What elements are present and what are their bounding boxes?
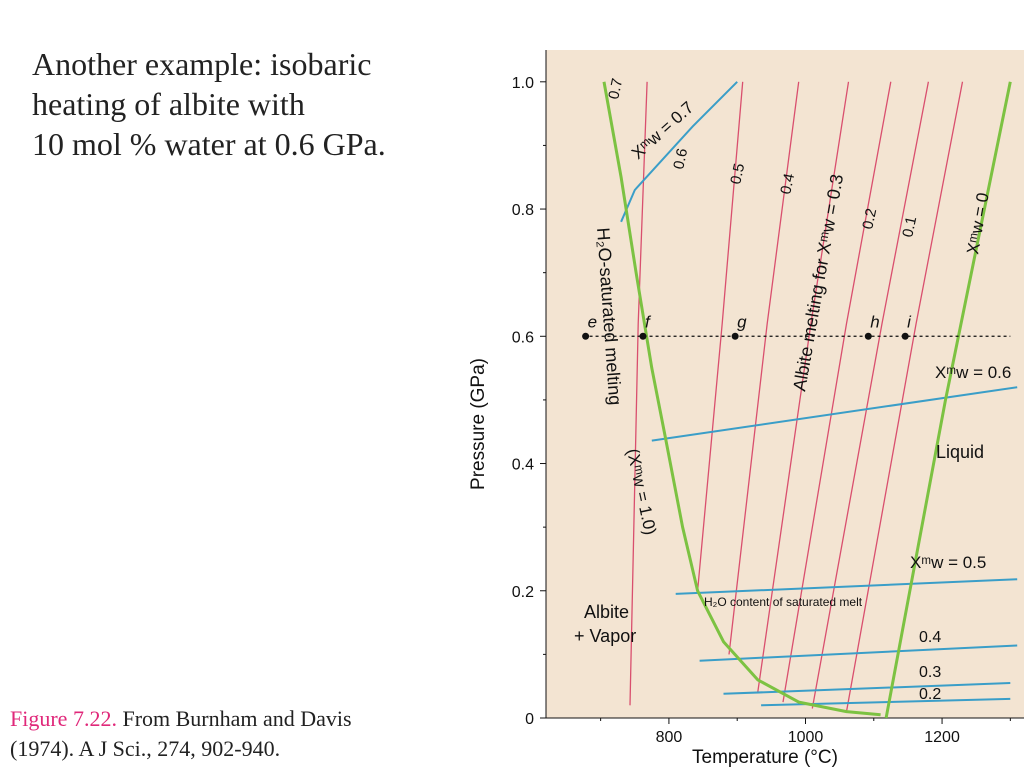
xw05-label: Xᵐw = 0.5 (910, 553, 986, 572)
dry-melting-curve (884, 81, 1012, 718)
plot-lines (582, 81, 1018, 718)
x-tick-label: 1200 (924, 729, 960, 746)
red-label-0.5: 0.5 (727, 162, 748, 186)
y-tick-label: 0.8 (512, 202, 534, 219)
blue-isopleth-0.3 (723, 682, 1011, 695)
point-g (731, 332, 739, 340)
title-line-2: heating of albite with (32, 86, 305, 122)
point-label-e: e (588, 312, 597, 331)
x-tick-label: 800 (656, 729, 683, 746)
y-tick-label: 0.2 (512, 584, 534, 601)
point-label-f: f (645, 312, 652, 331)
y-axis-label: Pressure (GPa) (468, 358, 489, 490)
y-tick-label: 0.4 (512, 457, 534, 474)
blue-label-0.4: 0.4 (919, 629, 941, 646)
xw06-label: Xᵐw = 0.6 (935, 363, 1011, 382)
red-label-0.7: 0.7 (605, 77, 626, 101)
caption-citation: (1974). A J Sci., 274, 902-940. (10, 736, 281, 761)
caption-source: From Burnham and Davis (116, 706, 352, 731)
y-tick-label: 0 (525, 711, 534, 728)
red-isopleth-0.2 (811, 81, 930, 709)
albite-label: Albite (584, 602, 629, 622)
title-line-3: 10 mol % water at 0.6 GPa. (32, 126, 386, 162)
h2o-saturated-solidus-curve (602, 81, 881, 717)
red-isopleth-0.3 (782, 81, 892, 703)
point-label-h: h (870, 312, 879, 331)
y-tick-label: 0.6 (512, 329, 534, 346)
blue-isopleth-0.7 (620, 81, 738, 223)
slide-title: Another example: isobaric heating of alb… (32, 44, 452, 164)
red-label-0.2: 0.2 (859, 207, 880, 231)
figure-caption: Figure 7.22. From Burnham and Davis (197… (10, 704, 450, 764)
liquid-label: Liquid (936, 442, 984, 462)
axes: 0 0.2 0.4 0.6 0.8 1.0 800 1000 1200 Temperature (… (468, 50, 1024, 768)
blue-isopleth-0.6 (651, 386, 1018, 442)
point-i (901, 332, 909, 340)
red-isopleth-0.5 (728, 81, 800, 655)
title-line-1: Another example: isobaric (32, 46, 372, 82)
point-f (639, 332, 647, 340)
x-tick-label: 1000 (788, 729, 824, 746)
caption-figure-number: Figure 7.22. (10, 706, 117, 731)
blue-isopleth-0.4 (699, 644, 1018, 662)
red-label-0.4: 0.4 (777, 172, 798, 196)
vapor-label: + Vapor (574, 626, 636, 646)
red-label-0.1: 0.1 (899, 215, 920, 239)
blue-label-0.2: 0.2 (919, 686, 941, 703)
point-e (582, 332, 590, 340)
point-h (864, 332, 872, 340)
h2o-content-label: H₂O content of saturated melt (704, 595, 863, 609)
plot-background (546, 50, 1024, 718)
x-axis-label: Temperature (°C) (692, 747, 838, 768)
red-isopleth-0.6 (696, 81, 744, 591)
point-label-i: i (907, 312, 912, 331)
red-isopleth-0.4 (757, 81, 850, 693)
blue-label-0.3: 0.3 (919, 664, 941, 681)
y-tick-label: 1.0 (512, 75, 534, 92)
blue-isopleth-0.5 (675, 578, 1018, 595)
red-isopleth-0.7 (629, 81, 648, 706)
red-isopleth-0.1 (845, 81, 964, 712)
point-label-g: g (737, 312, 747, 331)
red-label-0.6: 0.6 (670, 147, 691, 171)
